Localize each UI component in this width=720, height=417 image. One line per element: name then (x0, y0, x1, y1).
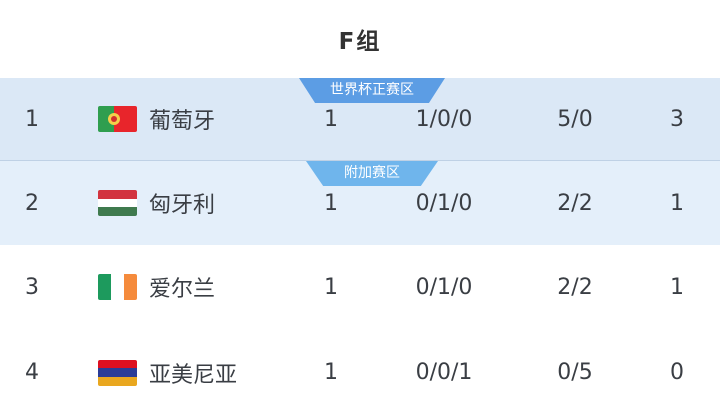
goals-value: 2/2 (557, 274, 593, 300)
team-name: 亚美尼亚 (149, 362, 238, 388)
played-value: 1 (324, 360, 338, 385)
goals-value: 0/5 (557, 360, 593, 385)
armenia-flag (98, 359, 137, 386)
team-name: 葡萄牙 (149, 109, 216, 134)
rank-label: 2 (25, 190, 39, 216)
team-cell: 爱尔兰 (64, 271, 290, 303)
played-value: 1 (324, 190, 338, 216)
portugal-flag (98, 106, 137, 132)
rank-label: 4 (25, 360, 39, 385)
standings-row-armenia[interactable]: 4 亚美尼亚 1 0/0/1 0/5 0 (0, 329, 720, 416)
group-header: F组 (0, 0, 720, 78)
team-name: 匈牙利 (149, 193, 216, 218)
record-value: 1/0/0 (415, 106, 473, 132)
rank-label: 3 (25, 274, 39, 300)
goals-value: 2/2 (557, 190, 593, 216)
standings-table: 世界杯正赛区 1 葡萄牙 1 1/0/0 5/0 3 附加赛区 2 匈牙利 (0, 78, 720, 416)
hungary-flag (98, 190, 137, 216)
group-title: F组 (338, 29, 382, 55)
goals-value: 5/0 (557, 106, 593, 132)
points-value: 3 (670, 106, 684, 132)
rank-label: 1 (25, 106, 39, 132)
record-value: 0/0/1 (415, 360, 473, 385)
record-value: 0/1/0 (415, 274, 473, 300)
standings-row-ireland[interactable]: 3 爱尔兰 1 0/1/0 2/2 1 (0, 245, 720, 329)
zone-badge-playoff: 附加赛区 (306, 161, 438, 186)
zone-badge-world-cup: 世界杯正赛区 (299, 78, 445, 103)
team-cell: 匈牙利 (64, 187, 290, 219)
team-name: 爱尔兰 (149, 277, 216, 302)
team-cell: 亚美尼亚 (64, 357, 290, 389)
points-value: 1 (670, 274, 684, 300)
standings-row-hungary[interactable]: 附加赛区 2 匈牙利 1 0/1/0 2/2 1 (0, 161, 720, 245)
ireland-flag (98, 274, 137, 300)
team-cell: 葡萄牙 (64, 103, 290, 135)
played-value: 1 (324, 106, 338, 132)
points-value: 1 (670, 190, 684, 216)
points-value: 0 (670, 360, 684, 385)
standings-row-portugal[interactable]: 世界杯正赛区 1 葡萄牙 1 1/0/0 5/0 3 (0, 78, 720, 161)
played-value: 1 (324, 274, 338, 300)
record-value: 0/1/0 (415, 190, 473, 216)
